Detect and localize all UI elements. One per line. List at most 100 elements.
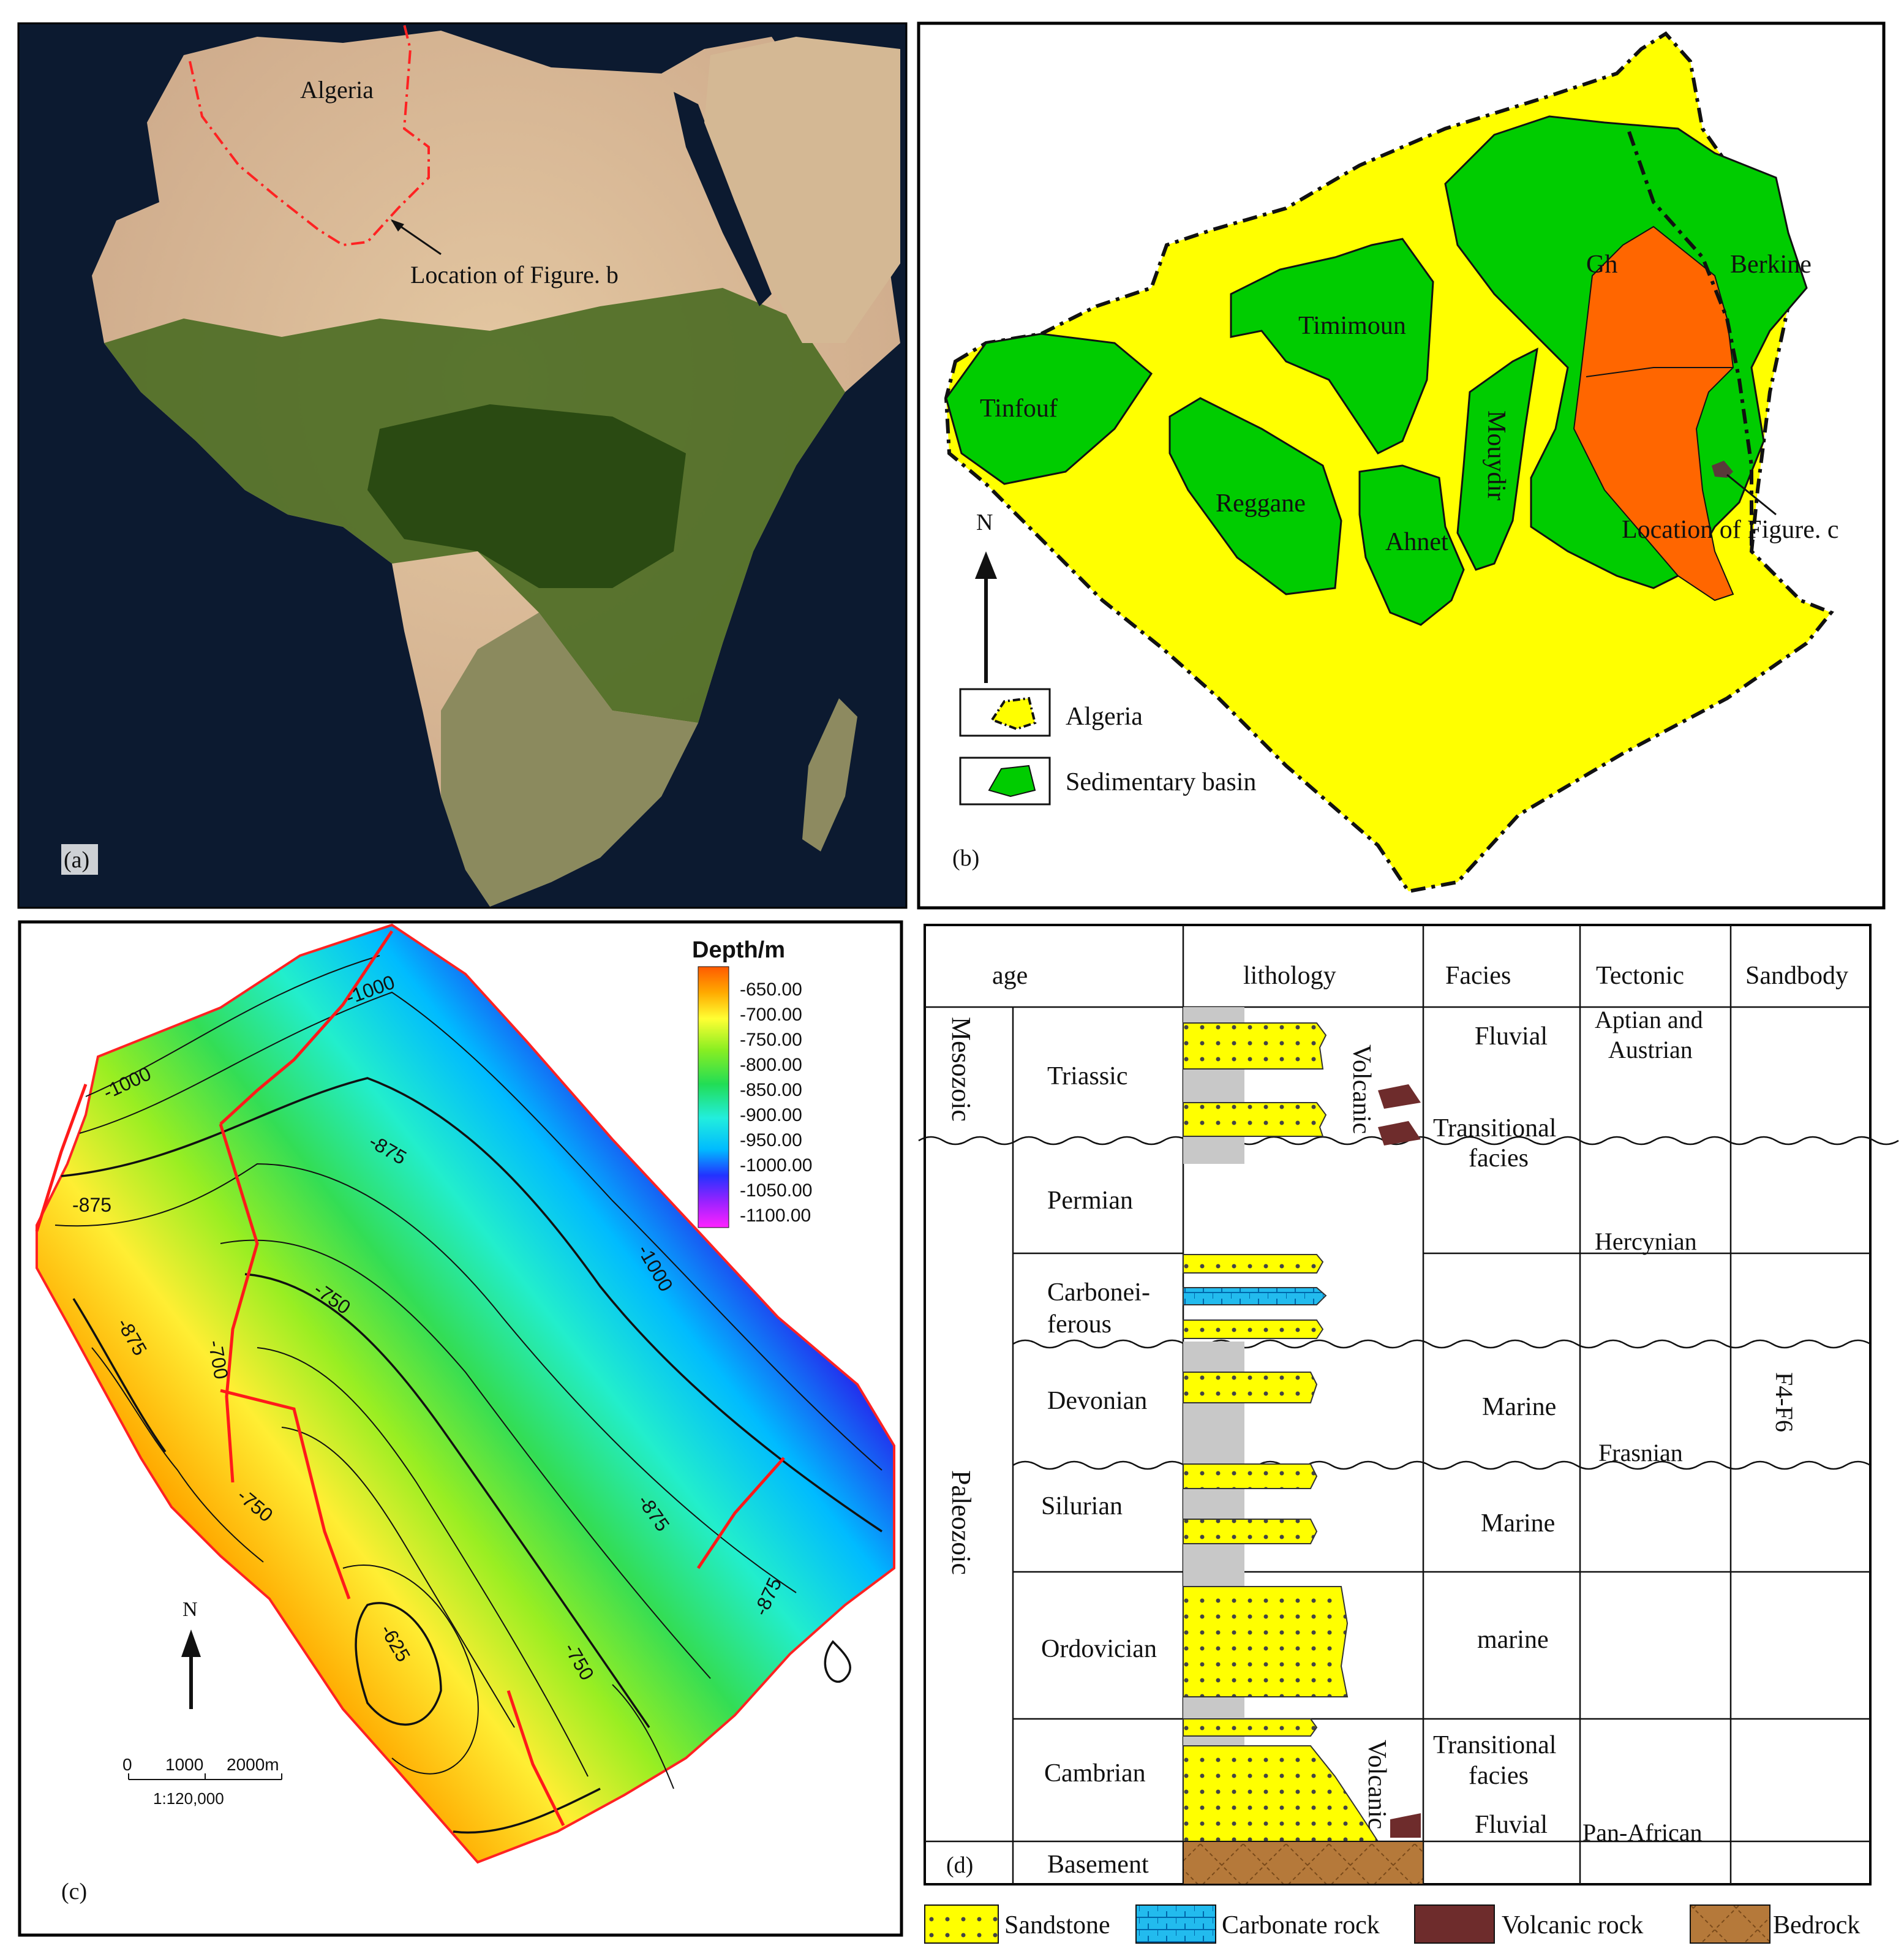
basin-timimoun bbox=[1230, 238, 1434, 455]
table-headers: age lithology Facies Tectonic Sandbody bbox=[992, 962, 1848, 990]
panel-a-satellite-map: Algeria Location of Figure. b (a) bbox=[17, 22, 908, 909]
svg-text:Frasnian: Frasnian bbox=[1598, 1439, 1683, 1466]
red-sea bbox=[674, 92, 772, 306]
panel-d-stratigraphic-column: age lithology Facies Tectonic Sandbody M… bbox=[918, 924, 1899, 1944]
rainforest bbox=[367, 404, 686, 588]
periods: Triassic Permian Carbonei- ferous Devoni… bbox=[1041, 1062, 1157, 1879]
algeria-boundary bbox=[189, 24, 430, 247]
depth-legend-values: -650.00 -700.00 -750.00 -800.00 -850.00 … bbox=[740, 979, 812, 1226]
orange-divider bbox=[1586, 367, 1733, 377]
svg-text:0: 0 bbox=[122, 1755, 132, 1774]
volcanic-beds bbox=[1378, 1084, 1421, 1838]
svg-text:Bedrock: Bedrock bbox=[1773, 1911, 1860, 1939]
svg-text:Volcanic rock: Volcanic rock bbox=[1502, 1911, 1643, 1939]
svg-text:facies: facies bbox=[1469, 1762, 1529, 1790]
svg-text:Basement: Basement bbox=[1047, 1851, 1149, 1879]
algeria-inner-border bbox=[1627, 131, 1753, 551]
svg-text:Transitional: Transitional bbox=[1433, 1114, 1556, 1142]
sandstone-beds bbox=[1183, 1022, 1379, 1842]
basin-label-gh: Gh bbox=[1586, 251, 1617, 279]
panel-b-label: (b) bbox=[952, 845, 979, 871]
fault-lines bbox=[35, 930, 785, 1827]
svg-text:-650.00: -650.00 bbox=[740, 979, 802, 1000]
basin-reggane bbox=[1168, 397, 1342, 595]
svg-text:ferous: ferous bbox=[1047, 1310, 1112, 1338]
tectonic-labels: Aptian and Austrian Hercynian Frasnian P… bbox=[1582, 1006, 1703, 1846]
basin-ahnet bbox=[1358, 464, 1465, 626]
panel-c-depth-map: -1000 -1000 -875 -875 -1000 -875 -750 -7… bbox=[18, 920, 903, 1937]
callout-arrowhead bbox=[391, 219, 404, 232]
north-label-b: N bbox=[976, 510, 993, 535]
svg-text:2000m: 2000m bbox=[227, 1755, 279, 1774]
basin-mouydir bbox=[1456, 347, 1538, 571]
legend-label-basin: Sedimentary basin bbox=[1066, 768, 1256, 796]
svg-text:Fluvial: Fluvial bbox=[1475, 1022, 1548, 1051]
basin-label-ahnet: Ahnet bbox=[1385, 528, 1448, 556]
svg-text:Triassic: Triassic bbox=[1047, 1062, 1127, 1090]
svg-text:marine: marine bbox=[1477, 1626, 1549, 1654]
svg-text:Carbonei-: Carbonei- bbox=[1047, 1278, 1150, 1307]
svg-text:-950.00: -950.00 bbox=[740, 1130, 802, 1150]
svg-text:1:120,000: 1:120,000 bbox=[153, 1789, 224, 1808]
svg-text:Marine: Marine bbox=[1481, 1509, 1555, 1538]
svg-text:-850.00: -850.00 bbox=[740, 1080, 802, 1100]
svg-text:Pan-African: Pan-African bbox=[1582, 1819, 1702, 1846]
depth-surface bbox=[36, 923, 895, 1864]
legend-title-depth: Depth/m bbox=[692, 937, 785, 963]
basin-label-reggane: Reggane bbox=[1216, 489, 1306, 518]
svg-text:Sandbody: Sandbody bbox=[1745, 962, 1848, 990]
svg-text:Ordovician: Ordovician bbox=[1041, 1635, 1157, 1663]
depth-color-bar bbox=[698, 966, 729, 1228]
svg-text:-1000.00: -1000.00 bbox=[740, 1155, 812, 1176]
era-paleozoic: Paleozoic bbox=[946, 1470, 976, 1575]
svg-text:Cambrian: Cambrian bbox=[1044, 1759, 1146, 1787]
svg-text:Devonian: Devonian bbox=[1047, 1387, 1147, 1415]
svg-text:1000: 1000 bbox=[165, 1755, 203, 1774]
panel-b-basin-map: Tinfouf Reggane Timimoun Ahnet Mouydir G… bbox=[917, 21, 1886, 910]
svg-text:-700.00: -700.00 bbox=[740, 1005, 802, 1025]
volcanic-label-2: Volcanic bbox=[1363, 1740, 1391, 1829]
panel-a-label: (a) bbox=[64, 847, 89, 873]
svg-text:Sandstone: Sandstone bbox=[1004, 1911, 1110, 1939]
svg-text:Transitional: Transitional bbox=[1433, 1731, 1556, 1759]
north-arrowhead-c bbox=[181, 1629, 201, 1657]
svg-text:facies: facies bbox=[1469, 1144, 1529, 1172]
svg-text:Facies: Facies bbox=[1445, 962, 1511, 990]
svg-text:-1100.00: -1100.00 bbox=[740, 1206, 811, 1226]
study-area-orange bbox=[1573, 225, 1734, 602]
callout-line-c bbox=[1726, 474, 1777, 516]
location-b-label: Location of Figure. b bbox=[410, 261, 619, 289]
svg-text:-900.00: -900.00 bbox=[740, 1105, 802, 1125]
basin-label-tinfouf: Tinfouf bbox=[980, 394, 1058, 423]
svg-text:-800.00: -800.00 bbox=[740, 1055, 802, 1075]
lithology-legend: Sandstone Carbonate rock Volcanic rock B… bbox=[924, 1904, 1860, 1944]
svg-text:lithology: lithology bbox=[1243, 962, 1336, 990]
basin-label-mouydir: Mouydir bbox=[1482, 410, 1510, 500]
facies-labels: Fluvial Transitional facies Marine Marin… bbox=[1433, 1022, 1556, 1839]
north-label-c: N bbox=[182, 1598, 198, 1621]
basin-label-timimoun: Timimoun bbox=[1298, 312, 1406, 340]
svg-text:Permian: Permian bbox=[1047, 1187, 1133, 1215]
panel-d-label: (d) bbox=[946, 1852, 973, 1878]
legend-label-algeria: Algeria bbox=[1066, 703, 1143, 731]
svg-text:Tectonic: Tectonic bbox=[1596, 962, 1684, 990]
svg-text:Fluvial: Fluvial bbox=[1475, 1811, 1548, 1839]
bedrock-layer bbox=[1183, 1841, 1424, 1885]
contour-label-3: -875 bbox=[72, 1194, 111, 1216]
location-c-label: Location of Figure. c bbox=[1622, 516, 1839, 544]
svg-text:Aptian and: Aptian and bbox=[1595, 1006, 1703, 1033]
basin-tinfouf bbox=[945, 333, 1153, 485]
svg-text:Austrian: Austrian bbox=[1608, 1036, 1693, 1063]
svg-text:Hercynian: Hercynian bbox=[1595, 1228, 1697, 1255]
svg-text:-1050.00: -1050.00 bbox=[740, 1180, 812, 1201]
algeria-label: Algeria bbox=[300, 76, 374, 104]
svg-text:Silurian: Silurian bbox=[1041, 1492, 1123, 1520]
svg-text:Carbonate rock: Carbonate rock bbox=[1222, 1911, 1380, 1939]
southern-africa bbox=[441, 613, 698, 907]
volcanic-label-1: Volcanic bbox=[1347, 1044, 1375, 1134]
scale-bar: 0 1000 2000m 1:120,000 bbox=[122, 1755, 282, 1808]
era-mesozoic: Mesozoic bbox=[946, 1017, 976, 1122]
location-c-marker bbox=[1712, 461, 1733, 478]
svg-text:Marine: Marine bbox=[1482, 1393, 1556, 1421]
